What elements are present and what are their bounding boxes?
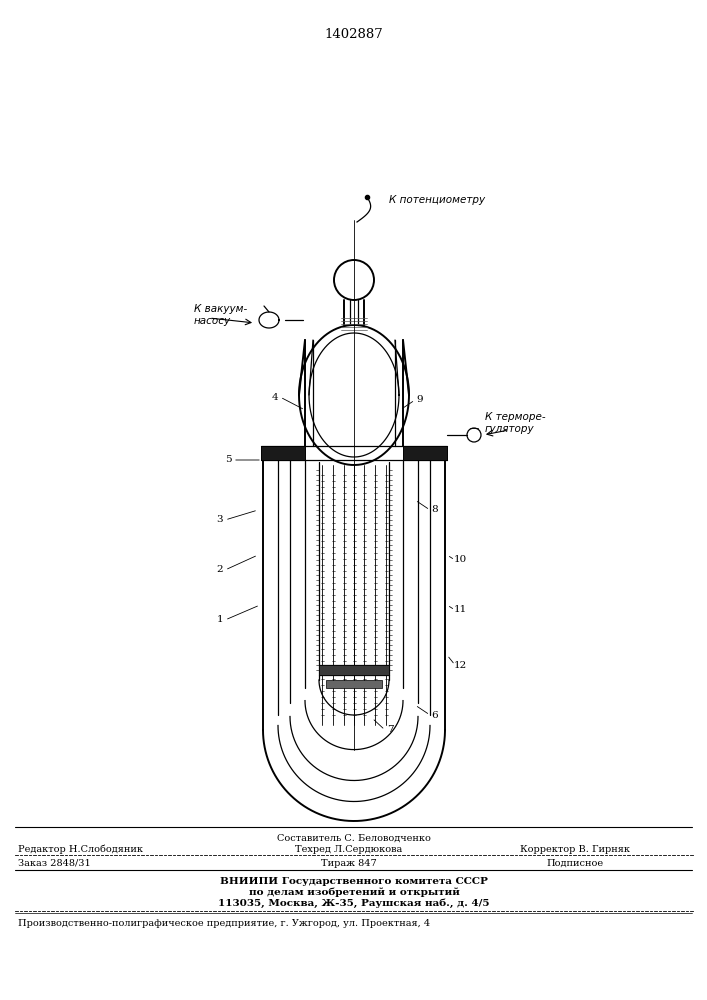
Text: 10: 10 bbox=[453, 556, 467, 564]
Text: Корректор В. Гирняк: Корректор В. Гирняк bbox=[520, 844, 630, 854]
Text: 3: 3 bbox=[216, 516, 223, 524]
Text: Составитель С. Беловодченко: Составитель С. Беловодченко bbox=[277, 834, 431, 842]
Text: по делам изобретений и открытий: по делам изобретений и открытий bbox=[249, 887, 460, 897]
Text: 2: 2 bbox=[216, 566, 223, 574]
Text: 4: 4 bbox=[271, 392, 279, 401]
Text: Подписное: Подписное bbox=[547, 858, 604, 867]
Text: 113035, Москва, Ж-35, Раушская наб., д. 4/5: 113035, Москва, Ж-35, Раушская наб., д. … bbox=[218, 898, 490, 908]
Text: К потенциометру: К потенциометру bbox=[389, 195, 485, 205]
Text: Техред Л.Сердюкова: Техред Л.Сердюкова bbox=[296, 844, 402, 854]
Text: 8: 8 bbox=[432, 506, 438, 514]
Text: ВНИИПИ Государственного комитета СССР: ВНИИПИ Государственного комитета СССР bbox=[220, 876, 488, 886]
Text: Производственно-полиграфическое предприятие, г. Ужгород, ул. Проектная, 4: Производственно-полиграфическое предприя… bbox=[18, 920, 430, 928]
Text: 12: 12 bbox=[453, 660, 467, 670]
Text: Редактор Н.Слободяник: Редактор Н.Слободяник bbox=[18, 844, 143, 854]
Text: К терморе-
гулятору: К терморе- гулятору bbox=[485, 412, 546, 434]
Text: Заказ 2848/31: Заказ 2848/31 bbox=[18, 858, 90, 867]
Text: 7: 7 bbox=[387, 726, 393, 734]
Text: 5: 5 bbox=[225, 456, 231, 464]
Text: К вакуум-
насосу: К вакуум- насосу bbox=[194, 304, 247, 326]
Text: 1: 1 bbox=[216, 615, 223, 624]
Bar bbox=[319, 665, 389, 675]
Text: 11: 11 bbox=[453, 605, 467, 614]
Text: 1402887: 1402887 bbox=[325, 28, 383, 41]
Bar bbox=[261, 446, 305, 460]
Text: 9: 9 bbox=[416, 395, 423, 404]
Text: 6: 6 bbox=[432, 710, 438, 720]
Text: Тираж 847: Тираж 847 bbox=[321, 858, 377, 867]
Bar bbox=[326, 680, 382, 688]
Bar bbox=[403, 446, 447, 460]
